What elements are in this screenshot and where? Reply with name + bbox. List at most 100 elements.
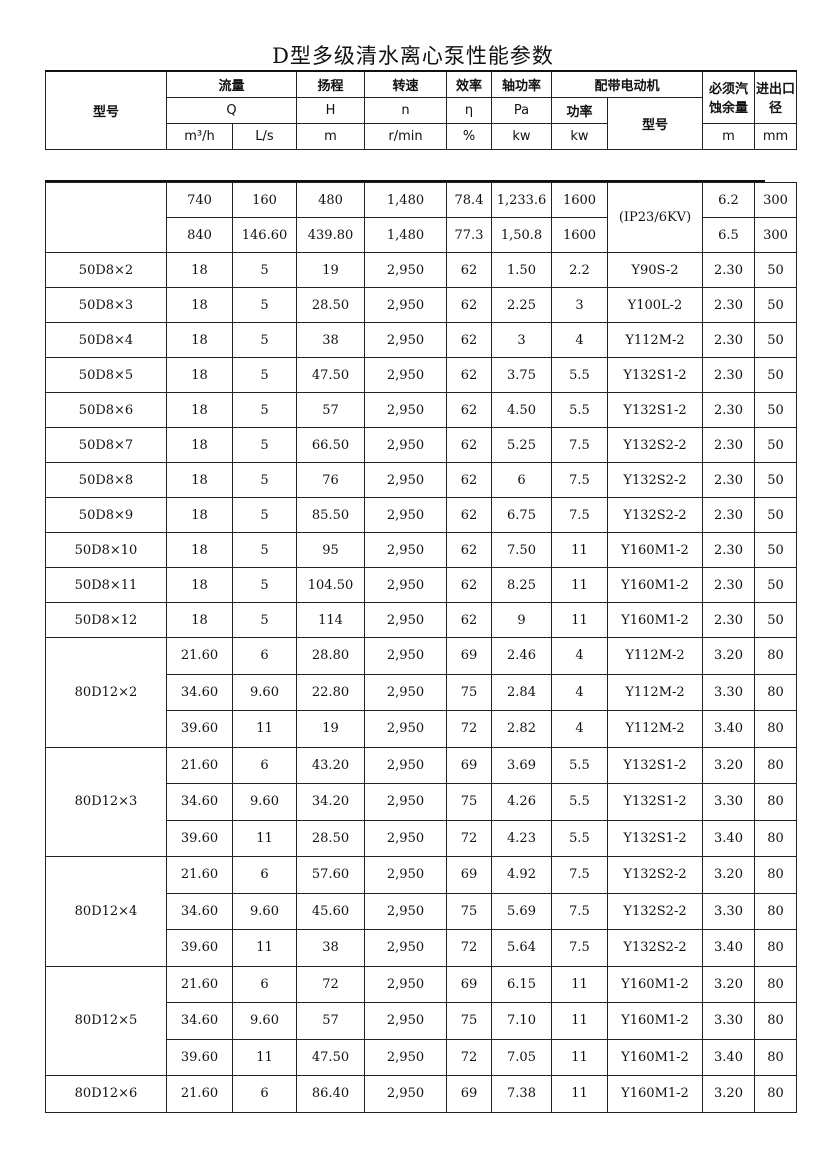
- cell-bore: 300: [754, 217, 797, 253]
- cell-flow-m3h: 18: [166, 462, 233, 498]
- cell-flow-m3h: 18: [166, 567, 233, 603]
- cell-flow-m3h: 18: [166, 497, 233, 533]
- cell-motor-power: 5.5: [551, 783, 608, 821]
- cell-flow-m3h: 34.60: [166, 892, 233, 930]
- cell-motor-power: 1600: [551, 182, 608, 218]
- cell-speed: 2,950: [364, 856, 447, 894]
- cell-flow-ls: 11: [232, 1038, 297, 1076]
- cell-motor-power: 11: [551, 1002, 608, 1040]
- cell-motor-model: (IP23/6KV): [607, 182, 703, 253]
- cell-flow-ls: 9.60: [232, 892, 297, 930]
- cell-model: 80D12×2: [45, 637, 167, 748]
- cell-efficiency: 69: [446, 856, 492, 894]
- table-row: 50D8×7 18 5 66.50 2,950 62 5.25 7.5 Y132S2-2 2.30…: [45, 427, 797, 463]
- cell-npsh: 3.20: [702, 856, 755, 894]
- header-head-unit: m: [296, 122, 365, 150]
- cell-efficiency: 62: [446, 567, 492, 603]
- cell-bore: 50: [754, 392, 797, 428]
- cell-speed: 2,950: [364, 602, 447, 638]
- cell-head: 28.50: [296, 287, 365, 323]
- cell-speed: 2,950: [364, 497, 447, 533]
- cell-model: 50D8×11: [45, 567, 167, 603]
- cell-npsh: 3.40: [702, 819, 755, 857]
- cell-bore: 80: [754, 710, 797, 748]
- cell-motor-power: 7.5: [551, 427, 608, 463]
- cell-head: 38: [296, 322, 365, 358]
- cell-flow-m3h: 18: [166, 602, 233, 638]
- cell-flow-m3h: 18: [166, 532, 233, 568]
- table-row: 50D8×6 18 5 57 2,950 62 4.50 5.5 Y132S1-2 2.30 50: [45, 392, 797, 428]
- cell-efficiency: 75: [446, 1002, 492, 1040]
- cell-motor-model: Y132S2-2: [607, 892, 703, 930]
- cell-motor-power: 2.2: [551, 252, 608, 288]
- cell-motor-power: 4: [551, 710, 608, 748]
- cell-efficiency: 62: [446, 462, 492, 498]
- cell-speed: 2,950: [364, 783, 447, 821]
- cell-flow-m3h: 18: [166, 427, 233, 463]
- cell-motor-power: 7.5: [551, 892, 608, 930]
- cell-motor-power: 4: [551, 322, 608, 358]
- cell-motor-model: Y112M-2: [607, 710, 703, 748]
- table-row: 50D8×10 18 5 95 2,950 62 7.50 11 Y160M1-2 2.30 50: [45, 532, 797, 568]
- cell-efficiency: 77.3: [446, 217, 492, 253]
- cell-flow-ls: 9.60: [232, 673, 297, 711]
- cell-model: 50D8×10: [45, 532, 167, 568]
- cell-speed: 2,950: [364, 746, 447, 784]
- header-speed: 转速: [364, 70, 447, 98]
- cell-motor-power: 11: [551, 1075, 608, 1113]
- header-model: 型号: [45, 70, 167, 150]
- cell-motor-model: Y112M-2: [607, 322, 703, 358]
- table-row: 740 160 480 1,480 78.4 1,233.6 1600 (IP23/6KV) 6…: [45, 182, 797, 253]
- cell-shaft-power: 3: [491, 322, 552, 358]
- cell-flow-m3h: 34.60: [166, 783, 233, 821]
- cell-npsh: 6.2: [702, 182, 755, 218]
- divider-line: [45, 180, 765, 182]
- cell-model: 50D8×9: [45, 497, 167, 533]
- cell-motor-power: 5.5: [551, 392, 608, 428]
- cell-motor-power: 4: [551, 637, 608, 675]
- cell-npsh: 6.5: [702, 217, 755, 253]
- cell-head: 28.80: [296, 637, 365, 675]
- cell-head: 480: [296, 182, 365, 218]
- cell-efficiency: 62: [446, 392, 492, 428]
- cell-motor-power: 11: [551, 567, 608, 603]
- cell-model: 50D8×4: [45, 322, 167, 358]
- cell-motor-model: Y160M1-2: [607, 1002, 703, 1040]
- cell-shaft-power: 6.15: [491, 965, 552, 1003]
- cell-motor-power: 7.5: [551, 497, 608, 533]
- cell-flow-ls: 6: [232, 965, 297, 1003]
- cell-speed: 2,950: [364, 322, 447, 358]
- header-npsh-unit: m: [702, 122, 755, 150]
- cell-shaft-power: 7.50: [491, 532, 552, 568]
- cell-flow-ls: 5: [232, 497, 297, 533]
- header-shaft: 轴功率: [491, 70, 552, 98]
- cell-flow-m3h: 39.60: [166, 819, 233, 857]
- cell-npsh: 2.30: [702, 462, 755, 498]
- cell-shaft-power: 4.26: [491, 783, 552, 821]
- cell-head: 114: [296, 602, 365, 638]
- cell-speed: 2,950: [364, 357, 447, 393]
- header-speed-unit: r/min: [364, 122, 447, 150]
- table-row: 50D8×3 18 5 28.50 2,950 62 2.25 3 Y100L-2 2.30 50: [45, 287, 797, 323]
- cell-efficiency: 78.4: [446, 182, 492, 218]
- cell-head: 45.60: [296, 892, 365, 930]
- header-motor-power: 功率: [551, 96, 608, 124]
- cell-flow-m3h: 39.60: [166, 929, 233, 967]
- cell-motor-model: Y100L-2: [607, 287, 703, 323]
- cell-npsh: 2.30: [702, 602, 755, 638]
- cell-shaft-power: 4.92: [491, 856, 552, 894]
- table-row: 50D8×5 18 5 47.50 2,950 62 3.75 5.5 Y132S1-2 2.30…: [45, 357, 797, 393]
- cell-motor-model: Y132S2-2: [607, 856, 703, 894]
- cell-flow-ls: 11: [232, 710, 297, 748]
- cell-shaft-power: 1.50: [491, 252, 552, 288]
- cell-motor-model: Y112M-2: [607, 637, 703, 675]
- cell-motor-model: Y132S1-2: [607, 783, 703, 821]
- cell-flow-ls: 6: [232, 856, 297, 894]
- cell-motor-power: 3: [551, 287, 608, 323]
- cell-head: 19: [296, 710, 365, 748]
- header-head: 扬程: [296, 70, 365, 98]
- table-row: 80D12×5 21.60 6 72 2,950 69 6.15 11 Y160M1-2 3.20…: [45, 965, 797, 1076]
- cell-head: 76: [296, 462, 365, 498]
- table-row: 39.60 11 38 2,950 72 5.64 7.5 Y132S2-2 3.40 80: [46, 929, 797, 967]
- cell-shaft-power: 2.82: [491, 710, 552, 748]
